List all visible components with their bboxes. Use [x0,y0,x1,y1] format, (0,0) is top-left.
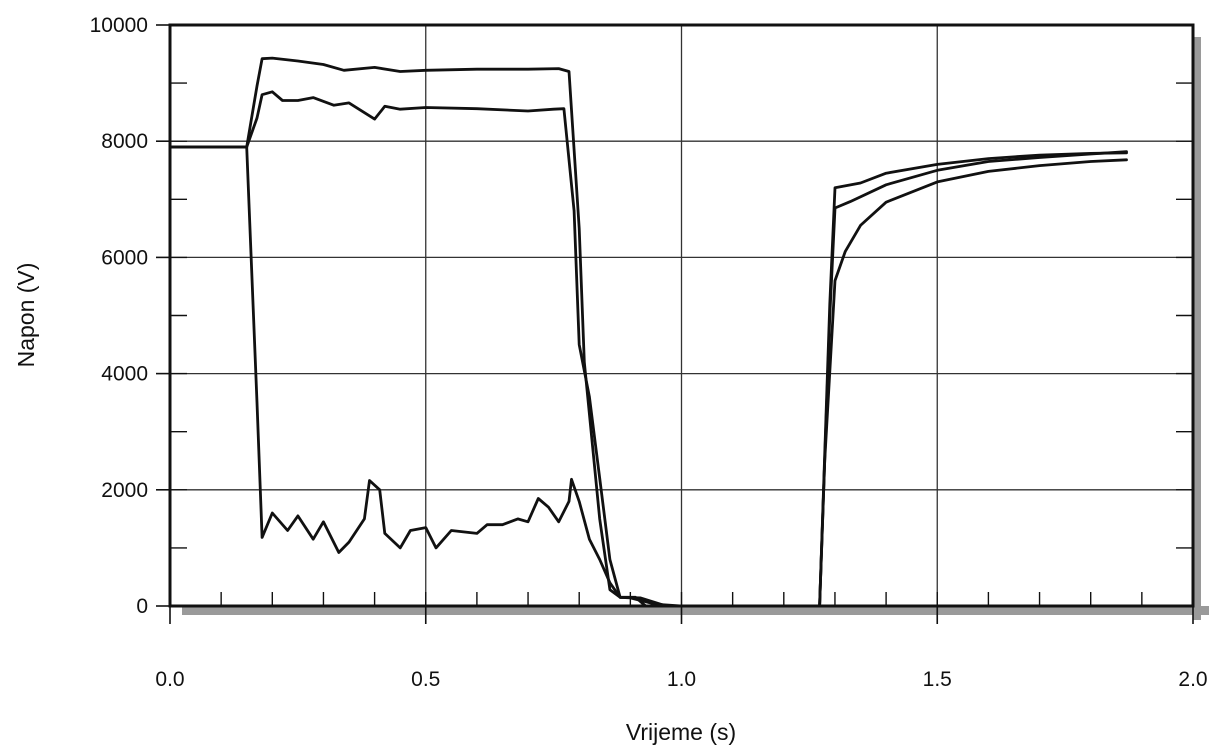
x-tick-label: 0.5 [411,668,440,691]
series-line-2 [168,90,1128,608]
y-tick-label: 8000 [101,130,148,153]
plot-border [168,23,1195,608]
frame-shadow-right [1193,37,1201,620]
x-tick-label: 1.5 [923,668,952,691]
minor-ticks [156,24,1194,624]
y-axis-title: Napon (V) [13,263,39,368]
x-tick-label: 0.0 [155,668,184,691]
series-lines [168,56,1128,608]
x-tick-label: 2.0 [1178,668,1207,691]
y-tick-label: 2000 [101,479,148,502]
series-line-3 [168,145,1128,608]
plot-frame [168,23,1195,608]
y-tick-label: 10000 [90,14,148,37]
frame-shadow [182,37,1209,620]
y-tick-label: 6000 [101,246,148,269]
series-line-1 [168,56,1128,608]
y-tick-label: 0 [136,595,148,618]
grid [170,25,1193,606]
frame-shadow-bottom [182,606,1209,615]
y-tick-label: 4000 [101,363,148,386]
x-tick-label: 1.0 [667,668,696,691]
y-tick-labels: 0 2000 4000 6000 8000 10000 [90,14,148,618]
x-axis-title: Vrijeme (s) [626,719,736,745]
x-tick-labels: 0.0 0.5 1.0 1.5 2.0 [155,668,1207,691]
